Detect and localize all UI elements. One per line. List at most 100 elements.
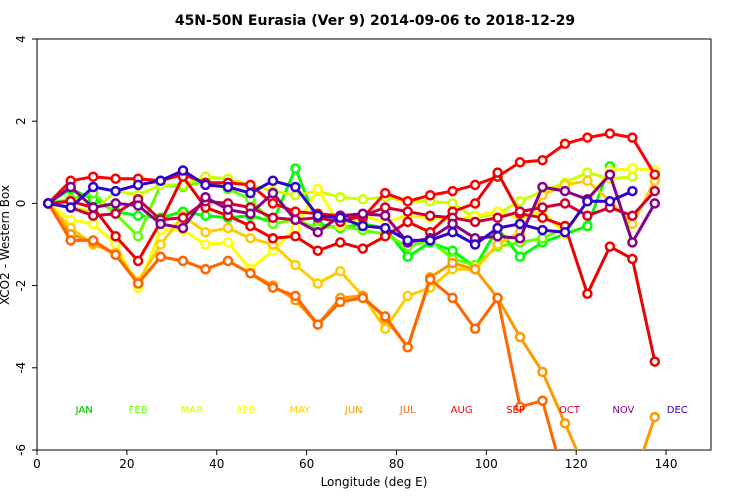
data-point: [312, 319, 324, 330]
data-point: [492, 222, 503, 234]
data-point: [514, 401, 526, 413]
data-point: [335, 265, 346, 277]
data-point: [627, 218, 638, 230]
data-point: [604, 196, 616, 207]
series-jun: [42, 198, 661, 487]
data-point: [514, 196, 526, 207]
data-point: [447, 185, 458, 197]
series-line: [46, 202, 558, 450]
data-point: [155, 218, 166, 230]
data-point: [87, 235, 99, 246]
series-line: [47, 132, 657, 220]
data-point: [561, 479, 569, 487]
data-point: [514, 331, 526, 343]
month-label: JUN: [344, 405, 363, 416]
data-point: [267, 175, 279, 187]
plot-frame: [36, 38, 712, 451]
month-label: JUL: [399, 405, 416, 416]
data-point: [65, 235, 76, 246]
data-point: [132, 200, 144, 211]
data-point: [312, 183, 324, 195]
y-tick-label: -2: [14, 280, 28, 292]
data-point: [155, 251, 166, 263]
data-point: [200, 239, 211, 250]
data-point: [604, 169, 616, 180]
data-point: [469, 323, 481, 335]
data-point: [627, 237, 638, 248]
data-point: [537, 366, 548, 378]
data-point: [290, 259, 301, 271]
data-point: [222, 255, 234, 267]
data-point: [627, 253, 638, 265]
data-point: [582, 220, 593, 232]
data-point: [537, 202, 548, 213]
data-point: [537, 233, 548, 244]
data-point: [245, 208, 256, 219]
data-point: [222, 222, 234, 234]
y-tick-label: 2: [14, 117, 28, 125]
data-point: [200, 179, 211, 191]
data-point: [469, 239, 481, 250]
data-point: [222, 237, 234, 248]
data-point: [424, 235, 436, 246]
axis-ticks: 0 20 40 60 80 100 120 140 -6 -4 -2 0 2 4: [14, 35, 678, 471]
data-point: [537, 224, 548, 236]
series-jul: [42, 198, 569, 487]
data-point: [87, 181, 99, 193]
data-point: [559, 226, 571, 238]
data-point: [177, 222, 189, 234]
data-point: [492, 212, 503, 224]
y-tick-label: -4: [14, 362, 28, 374]
data-point: [492, 239, 503, 250]
data-point: [469, 216, 481, 228]
x-tick-label: 80: [389, 457, 404, 471]
data-point: [559, 198, 571, 209]
data-point: [65, 202, 76, 213]
data-point: [469, 179, 481, 191]
data-point: [110, 249, 121, 261]
data-point: [469, 198, 481, 209]
data-point: [65, 181, 76, 193]
data-point: [132, 278, 144, 289]
data-point: [110, 208, 121, 219]
data-point: [514, 157, 526, 168]
data-point: [357, 208, 369, 219]
data-point: [447, 292, 458, 304]
data-point: [627, 132, 638, 143]
x-tick-label: 120: [565, 457, 588, 471]
data-point: [582, 288, 593, 300]
data-point: [312, 278, 324, 289]
data-point: [649, 356, 661, 367]
month-label: OCT: [559, 405, 581, 416]
data-point: [447, 226, 458, 238]
data-point: [379, 222, 391, 234]
data-point: [290, 214, 301, 226]
y-tick-label: -6: [14, 444, 28, 456]
data-point: [222, 181, 234, 193]
data-point: [357, 292, 369, 304]
data-point: [245, 233, 256, 244]
data-point: [177, 165, 189, 176]
data-point: [110, 239, 121, 250]
data-point: [110, 185, 121, 197]
data-point: [379, 202, 391, 213]
data-point: [559, 138, 571, 150]
data-point: [379, 231, 391, 242]
data-point: [245, 220, 256, 232]
data-point: [628, 479, 636, 487]
chart-title: 45N-50N Eurasia (Ver 9) 2014-09-06 to 20…: [175, 13, 575, 29]
data-point: [402, 290, 413, 302]
y-tick-label: 4: [14, 35, 28, 43]
month-label: NOV: [612, 405, 634, 416]
data-point: [267, 282, 279, 293]
data-point: [177, 255, 189, 267]
x-tick-label: 20: [119, 457, 134, 471]
data-point: [200, 191, 211, 203]
data-point: [424, 189, 436, 201]
data-point: [514, 233, 526, 244]
data-point: [245, 187, 256, 199]
data-point: [357, 220, 369, 232]
data-point: [87, 202, 99, 213]
